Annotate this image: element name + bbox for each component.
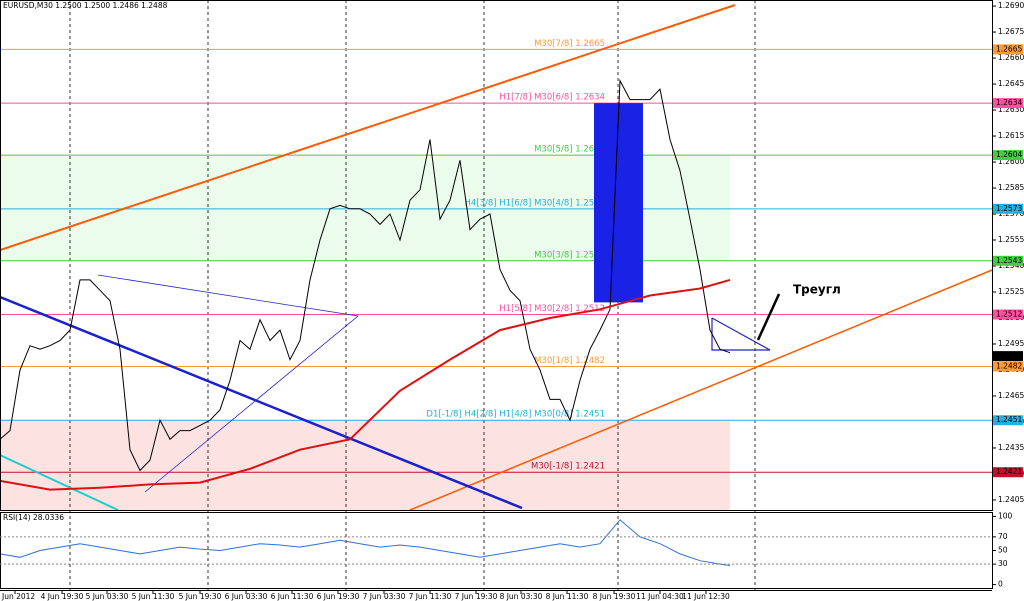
price-box-label: 1.2634 xyxy=(996,98,1022,107)
x-tick-label: 6 Jun 03:30 xyxy=(225,592,268,601)
y-tick-label: 1.2495 xyxy=(998,339,1024,348)
price-box xyxy=(993,98,1023,109)
y-tick-label: 0 xyxy=(998,580,1003,589)
y-tick-label: 1.2615 xyxy=(998,131,1024,140)
y-tick-label: 1.2645 xyxy=(998,79,1024,88)
x-tick-label: 7 Jun 19:30 xyxy=(455,592,498,601)
price-box-label: 1.2482 xyxy=(996,362,1022,371)
price-box-label: 1.2543 xyxy=(996,256,1022,265)
y-tick-label: 1.2675 xyxy=(998,27,1024,36)
y-tick-label: 1.2405 xyxy=(998,495,1024,504)
series-line xyxy=(0,519,731,566)
price-box xyxy=(993,150,1023,161)
price-box-label: 1.2573 xyxy=(996,204,1022,213)
price-box-label: 1.2451 xyxy=(996,415,1022,424)
annotation: Треугл xyxy=(793,283,841,297)
x-tick-label: 6 Jun 11:30 xyxy=(271,592,314,601)
level-label: M30[5/8] 1.2604 xyxy=(534,145,605,155)
x-tick-label: 8 Jun 03:30 xyxy=(500,592,543,601)
y-tick-label: 1.2630 xyxy=(998,105,1024,114)
series-line xyxy=(0,78,731,472)
series-line xyxy=(0,278,731,491)
level-label: M30[7/8] 1.2665 xyxy=(534,39,605,49)
y-tick-label: 1.2555 xyxy=(998,235,1024,244)
chart-title: EURUSD,M30 1.2500 1.2500 1.2486 1.2488 xyxy=(3,1,168,10)
level-label: M30[1/8] 1.2482 xyxy=(534,356,605,366)
price-box-label: 1.2488 xyxy=(996,351,1022,360)
y-tick-label: 1.2600 xyxy=(998,157,1024,166)
level-label: M30[3/8] 1.2543 xyxy=(534,250,605,260)
level-label: D1[-1/8] H4[2/8] H1[4/8] M30[0/8] 1.2451 xyxy=(426,410,605,420)
price-box xyxy=(993,203,1023,214)
y-tick-label: 1.2465 xyxy=(998,391,1024,400)
level-label: H1[7/8] M30[6/8] 1.2634 xyxy=(499,93,605,103)
level-label: M30[-1/8] 1.2421 xyxy=(531,462,605,472)
channel-upper xyxy=(0,4,736,251)
y-tick-label: 50 xyxy=(998,546,1008,555)
price-box-label: 1.2604 xyxy=(996,150,1022,159)
y-tick-label: 1.2435 xyxy=(998,443,1024,452)
price-box xyxy=(993,309,1023,320)
price-box xyxy=(993,415,1023,426)
price-box-label: 1.2421 xyxy=(996,467,1022,476)
x-tick-label: 7 Jun 11:30 xyxy=(409,592,452,601)
channel-lower xyxy=(409,269,993,511)
x-tick-label: 11 Jun 04:30 xyxy=(636,592,684,601)
price-box xyxy=(993,467,1023,478)
plot-frame xyxy=(0,0,993,511)
x-tick-label: 6 Jun 19:30 xyxy=(317,592,360,601)
price-box xyxy=(993,351,1023,362)
y-tick-label: 30 xyxy=(998,559,1008,568)
trend-line xyxy=(0,454,119,511)
y-tick-label: 1.2525 xyxy=(998,287,1024,296)
price-box xyxy=(993,255,1023,266)
zone xyxy=(0,420,730,510)
rsi-frame xyxy=(0,512,993,589)
arrow xyxy=(756,293,781,341)
y-tick-label: 100 xyxy=(998,511,1013,520)
price-box-label: 1.2512 xyxy=(996,310,1022,319)
y-tick-label: 1.2660 xyxy=(998,53,1024,62)
trend-line xyxy=(0,295,523,510)
triangle xyxy=(97,274,359,493)
price-box xyxy=(993,361,1023,372)
x-tick-label: 4 Jun 2012 xyxy=(0,592,35,601)
x-tick-label: 11 Jun 12:30 xyxy=(682,592,730,601)
x-tick-label: 8 Jun 11:30 xyxy=(546,592,589,601)
price-box xyxy=(993,44,1023,55)
x-tick-label: 8 Jun 19:30 xyxy=(593,592,636,601)
x-tick-label: 7 Jun 03:30 xyxy=(363,592,406,601)
rsi-title: RSI(14) 28.0336 xyxy=(3,513,64,522)
zone-box xyxy=(594,103,643,303)
price-box-label: 1.2665 xyxy=(996,44,1022,53)
x-tick-label: 5 Jun 03:30 xyxy=(86,592,129,601)
level-label: H1[5/8] M30[2/8] 1.2512 xyxy=(499,304,605,314)
y-tick-label: 70 xyxy=(998,532,1008,541)
y-tick-label: 1.2690 xyxy=(998,1,1024,10)
level-label: H4[3/8] H1[6/8] M30[4/8] 1.2573 xyxy=(464,198,605,208)
x-tick-label: 4 Jun 19:30 xyxy=(41,592,84,601)
y-tick-label: 1.2585 xyxy=(998,183,1024,192)
x-tick-label: 5 Jun 11:30 xyxy=(132,592,175,601)
x-tick-label: 5 Jun 19:30 xyxy=(179,592,222,601)
